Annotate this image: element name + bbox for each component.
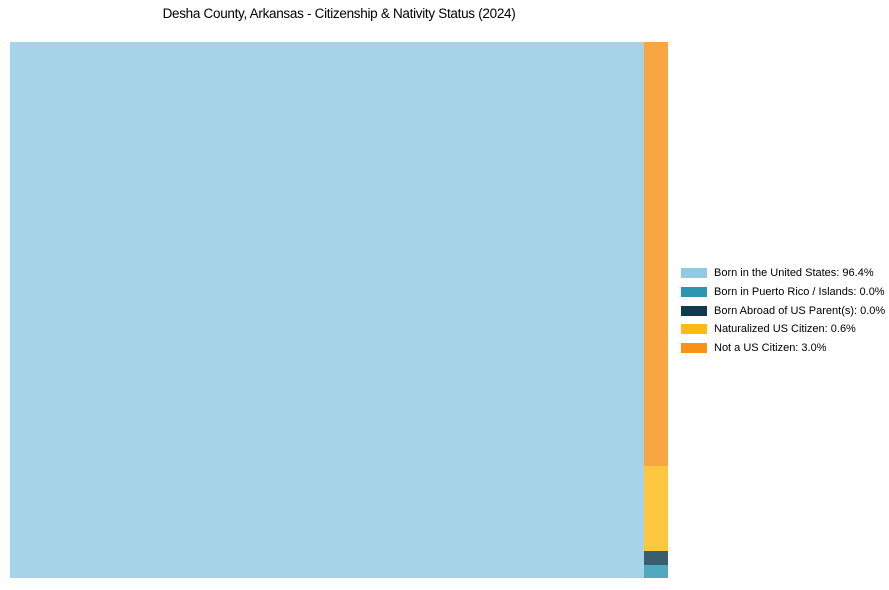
legend-swatch [681,324,707,335]
legend-label: Naturalized US Citizen: 0.6% [714,323,856,336]
treemap-block-not-citizen [644,42,668,467]
legend: Born in the United States: 96.4% Born in… [681,264,885,357]
legend-item-born-pr-islands: Born in Puerto Rico / Islands: 0.0% [681,283,885,302]
legend-label: Born Abroad of US Parent(s): 0.0% [714,304,886,317]
legend-item-not-citizen: Not a US Citizen: 3.0% [681,339,885,358]
legend-swatch [681,305,707,316]
treemap-block-naturalized [644,466,668,552]
chart-title: Desha County, Arkansas - Citizenship & N… [162,6,516,21]
treemap-block-born-us [10,42,645,578]
legend-swatch [681,287,707,298]
legend-item-born-abroad: Born Abroad of US Parent(s): 0.0% [681,301,885,320]
legend-label: Born in the United States: 96.4% [714,267,874,280]
treemap-block-born-pr-islands [644,564,668,578]
treemap [10,42,668,578]
legend-swatch [681,268,707,279]
treemap-block-born-abroad [644,551,668,565]
legend-label: Not a US Citizen: 3.0% [714,342,827,355]
legend-item-born-us: Born in the United States: 96.4% [681,264,885,283]
legend-swatch [681,343,707,354]
legend-item-naturalized: Naturalized US Citizen: 0.6% [681,320,885,339]
legend-label: Born in Puerto Rico / Islands: 0.0% [714,286,885,299]
